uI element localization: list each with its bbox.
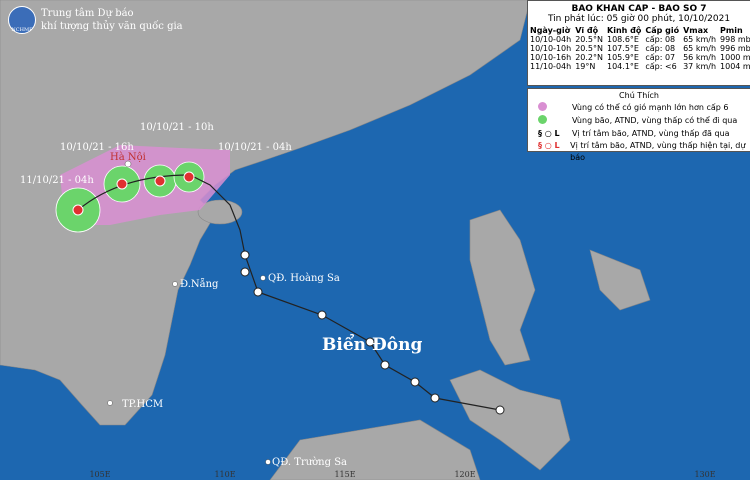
table-cell: cấp: 08 [645, 44, 676, 53]
forecast-table: Ngày-giờ Vĩ độ Kinh độ Cấp gió Vmax Pmin 10/10… [528, 26, 750, 71]
table-cell: 19°N [575, 62, 596, 71]
table-cell: 56 km/h [683, 53, 717, 62]
table-cell: cấp: 07 [645, 53, 676, 62]
place-label: Đ.Nẵng [180, 278, 219, 290]
legend-box: Chú Thích Vùng có thể có gió mạnh lớn hơ… [527, 88, 750, 162]
table-cell: 1004 mb [720, 62, 750, 71]
place-label: Hà Nội [110, 152, 146, 163]
column-header: Ngày-giờ [530, 26, 571, 35]
longitude-label: 120E [454, 470, 475, 479]
table-row: 10/10-10h 20.5°N 107.5°E cấp: 08 65 km/h 996 … [528, 44, 750, 53]
track-label: 10/10/21 - 10h [140, 122, 214, 133]
bulletin-title: BAO KHAN CAP - BAO SO 7 [571, 4, 707, 14]
legend-item: Vùng có thể có gió mạnh lớn hơn cấp 6 [528, 102, 750, 115]
table-cell: 1000 mb [720, 53, 750, 62]
legend-title: Chú Thích [619, 91, 659, 100]
column-header: Vmax [683, 26, 709, 35]
legend-icon: § ○ L [538, 141, 560, 150]
table-row: 10/10-16h 20.2°N 105.9°E cấp: 07 56 km/h 1000… [528, 53, 750, 62]
table-cell: 104.1°E [607, 62, 639, 71]
bulletin-box: BAO KHAN CAP - BAO SO 7 Tin phát lúc: 05… [527, 0, 750, 86]
table-cell: cấp: <6 [645, 62, 677, 71]
legend-icon: § ○ L [538, 129, 560, 138]
legend-text: Vùng bão, ATND, vùng thấp có thể đi qua [572, 116, 738, 125]
longitude-label: 110E [214, 470, 235, 479]
agency-line: Trung tâm Dự báo [41, 8, 134, 19]
legend-item: § ○ L Vị trí tâm bão, ATND, vùng thấp hiệ… [528, 140, 750, 164]
pin [107, 160, 271, 465]
longitude-label: 105E [89, 470, 110, 479]
place-label: QĐ. Trường Sa [272, 457, 347, 468]
track-label: 10/10/21 - 16h [60, 142, 134, 153]
legend-text: Vùng có thể có gió mạnh lớn hơn cấp 6 [572, 103, 729, 112]
place-label: QĐ. Hoàng Sa [268, 273, 340, 284]
column-header: Vĩ độ [575, 26, 599, 35]
table-cell: 65 km/h [683, 35, 717, 44]
table-cell: 65 km/h [683, 44, 717, 53]
longitude-label: 115E [334, 470, 355, 479]
legend-item: § ○ L Vị trí tâm bão, ATND, vùng thấp đã … [528, 128, 750, 140]
forecast-positions [72, 171, 195, 216]
past-positions [240, 250, 505, 415]
table-cell: 998 mb [720, 35, 750, 44]
place-label: Biển Đông [322, 333, 422, 355]
table-cell: 11/10-04h [530, 62, 572, 71]
legend-icon [538, 115, 566, 128]
agency-line: khí tượng thủy văn quốc gia [41, 21, 183, 32]
table-cell: 107.5°E [607, 44, 639, 53]
track-label: 11/10/21 - 04h [20, 175, 94, 186]
table-cell: cấp: 08 [645, 35, 676, 44]
legend-text: Vị trí tâm bão, ATND, vùng thấp hiện tại… [570, 141, 746, 162]
table-cell: 996 mb [720, 44, 750, 53]
table-cell: 20.2°N [575, 53, 603, 62]
table-row: 11/10-04h 19°N 104.1°E cấp: <6 37 km/h 1004 m… [528, 62, 750, 71]
table-cell: 37 km/h [683, 62, 717, 71]
issued-time: Tin phát lúc: 05 giờ 00 phút, 10/10/2021 [547, 14, 731, 24]
logo: NCHMF [8, 6, 36, 34]
column-header: Pmin [720, 26, 743, 35]
table-cell: 10/10-10h [530, 44, 572, 53]
place-label: TP.HCM [122, 399, 163, 410]
agency-header: NCHMF Trung tâm Dự báo khí tượng thủy vă… [8, 6, 183, 34]
legend-text: Vị trí tâm bão, ATND, vùng thấp đã qua [572, 129, 730, 138]
table-cell: 105.9°E [607, 53, 639, 62]
column-header: Kinh độ [607, 26, 642, 35]
table-row: 10/10-04h 20.5°N 108.6°E cấp: 08 65 km/h 998 … [528, 35, 750, 44]
land [0, 0, 651, 480]
longitude-label: 130E [694, 470, 715, 479]
column-header: Cấp gió [645, 26, 680, 35]
table-cell: 10/10-16h [530, 53, 572, 62]
legend-item: Vùng bão, ATND, vùng thấp có thể đi qua [528, 115, 750, 128]
table-cell: 20.5°N [575, 44, 603, 53]
track-label: 10/10/21 - 04h [218, 142, 292, 153]
legend-icon [538, 102, 566, 115]
table-cell: 10/10-04h [530, 35, 572, 44]
table-cell: 20.5°N [575, 35, 603, 44]
table-cell: 108.6°E [607, 35, 639, 44]
